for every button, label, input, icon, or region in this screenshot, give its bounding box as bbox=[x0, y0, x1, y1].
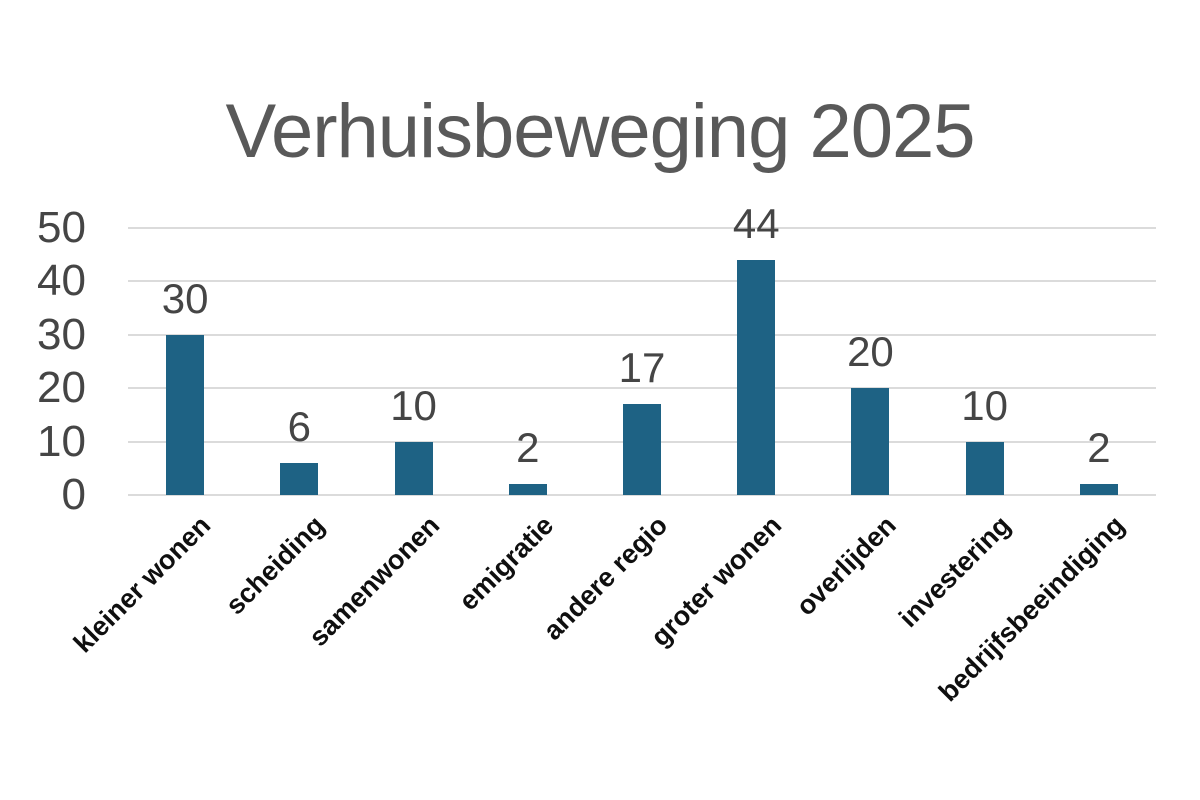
bar-overlijden bbox=[851, 388, 890, 495]
y-axis-tick-label: 20 bbox=[37, 363, 86, 413]
x-axis-tick-label: bedrijfsbeeindiging bbox=[932, 510, 1131, 708]
y-axis-tick-label: 50 bbox=[37, 203, 86, 252]
chart-title: Verhuisbeweging 2025 bbox=[225, 89, 975, 174]
bar-groter-wonen bbox=[737, 260, 776, 495]
x-axis-tick-label: overlijden bbox=[790, 510, 902, 622]
gridline bbox=[128, 333, 1156, 336]
bar-value-label: 30 bbox=[161, 274, 209, 322]
gridline bbox=[128, 227, 1156, 229]
gridline bbox=[128, 280, 1156, 283]
y-axis-tick-label: 0 bbox=[61, 470, 86, 519]
bar-bedrijfsbeeindiging bbox=[1079, 484, 1118, 495]
y-axis-tick-label: 40 bbox=[37, 256, 86, 306]
bar-value-label: 2 bbox=[516, 424, 540, 472]
x-axis-tick-label: scheiding bbox=[220, 510, 331, 621]
bar-investering bbox=[965, 441, 1004, 495]
bar-samenwonen bbox=[394, 441, 433, 495]
bar-kleiner-wonen bbox=[166, 334, 205, 495]
bar-value-label: 20 bbox=[847, 328, 894, 376]
x-axis-tick-label: kleiner wonen bbox=[67, 510, 217, 659]
bar-value-label: 10 bbox=[390, 381, 437, 429]
gridline bbox=[128, 387, 1156, 390]
x-axis-tick-label: investering bbox=[892, 510, 1016, 634]
bar-scheiding bbox=[280, 462, 319, 495]
bar-value-label: 6 bbox=[287, 402, 311, 450]
gridline bbox=[128, 494, 1156, 496]
y-axis-tick-label: 10 bbox=[37, 416, 86, 466]
y-axis-tick-label: 30 bbox=[37, 309, 86, 359]
x-axis-tick-label: emigratie bbox=[452, 510, 559, 617]
bar-andere-regio bbox=[623, 404, 661, 495]
bar-value-label: 10 bbox=[961, 381, 1009, 429]
bar-value-label: 17 bbox=[618, 344, 666, 392]
bar-value-label: 2 bbox=[1087, 424, 1111, 472]
bar-emigratie bbox=[508, 484, 547, 495]
bar-value-label: 44 bbox=[732, 200, 780, 248]
